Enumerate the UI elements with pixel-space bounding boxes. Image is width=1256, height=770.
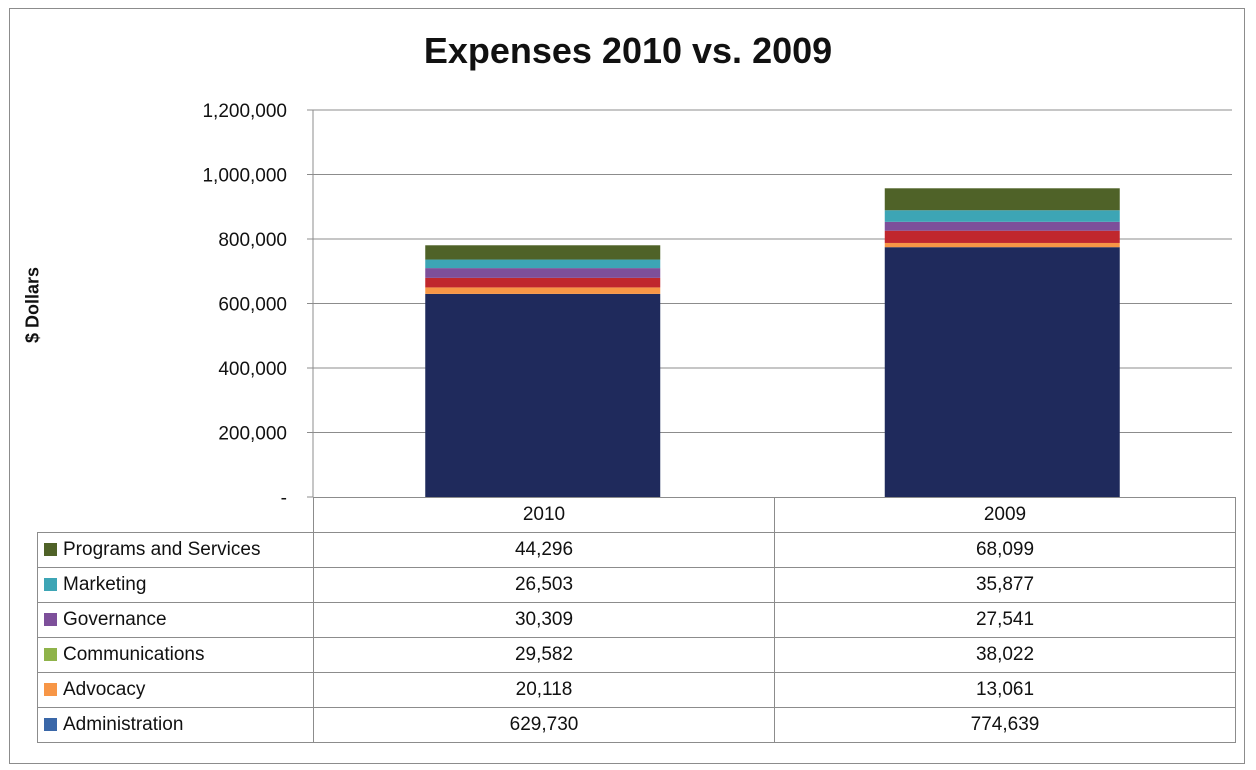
series-name: Advocacy [63,679,146,700]
data-table: 2010 2009 Programs and Services 44,296 68,09… [37,497,1236,743]
series-name: Communications [63,644,205,665]
series-name: Marketing [63,574,147,595]
y-tick-label: 1,200,000 [202,101,287,122]
bar-segment [884,247,1120,497]
bars [425,188,1120,497]
y-tick-label: 1,000,000 [202,166,287,187]
table-row: Administration 629,730 774,639 [37,707,1236,743]
table-corner [37,497,314,533]
series-name-cell: Administration [37,707,314,743]
bar-segment [425,287,661,294]
bar-segment [884,210,1120,222]
data-value: 68,099 [774,532,1236,568]
data-value: 26,503 [313,567,775,603]
table-row: Governance 30,309 27,541 [37,602,1236,638]
table-row: Advocacy 20,118 13,061 [37,672,1236,708]
series-name-cell: Communications [37,637,314,673]
bar-segment [425,268,661,278]
bar-segment [884,230,1120,243]
legend-swatch [44,578,57,591]
bar-segment [884,221,1120,231]
data-value: 20,118 [313,672,775,708]
series-name-cell: Marketing [37,567,314,603]
series-name: Administration [63,714,184,735]
chart-title: Expenses 2010 vs. 2009 [423,30,833,71]
table-header-row: 2010 2009 [37,497,1236,533]
data-value: 35,877 [774,567,1236,603]
legend-swatch [44,718,57,731]
bar-segment [884,188,1120,211]
legend-swatch [44,648,57,661]
data-value: 44,296 [313,532,775,568]
y-tick-label: 800,000 [218,230,287,251]
bar-segment [425,293,661,497]
data-value: 27,541 [774,602,1236,638]
legend-swatch [44,543,57,556]
series-name-cell: Programs and Services [37,532,314,568]
data-value: 29,582 [313,637,775,673]
y-tick-labels: -200,000400,000600,000800,0001,000,0001,… [202,101,287,509]
data-value: 13,061 [774,672,1236,708]
data-value: 30,309 [313,602,775,638]
table-row: Programs and Services 44,296 68,099 [37,532,1236,568]
series-name-cell: Advocacy [37,672,314,708]
series-name-cell: Governance [37,602,314,638]
legend-swatch [44,683,57,696]
table-row: Marketing 26,503 35,877 [37,567,1236,603]
bar-segment [425,277,661,288]
bar-segment [425,259,661,269]
table-row: Communications 29,582 38,022 [37,637,1236,673]
y-tick-label: 600,000 [218,295,287,316]
data-value: 774,639 [774,707,1236,743]
bar-segment [884,242,1120,248]
y-tick-label: 200,000 [218,424,287,445]
series-name: Governance [63,609,167,630]
bar-segment [425,245,661,260]
category-label: 2010 [313,497,775,533]
data-value: 38,022 [774,637,1236,673]
data-value: 629,730 [313,707,775,743]
y-tick-label: 400,000 [218,359,287,380]
category-label: 2009 [774,497,1236,533]
legend-swatch [44,613,57,626]
series-name: Programs and Services [63,539,261,560]
